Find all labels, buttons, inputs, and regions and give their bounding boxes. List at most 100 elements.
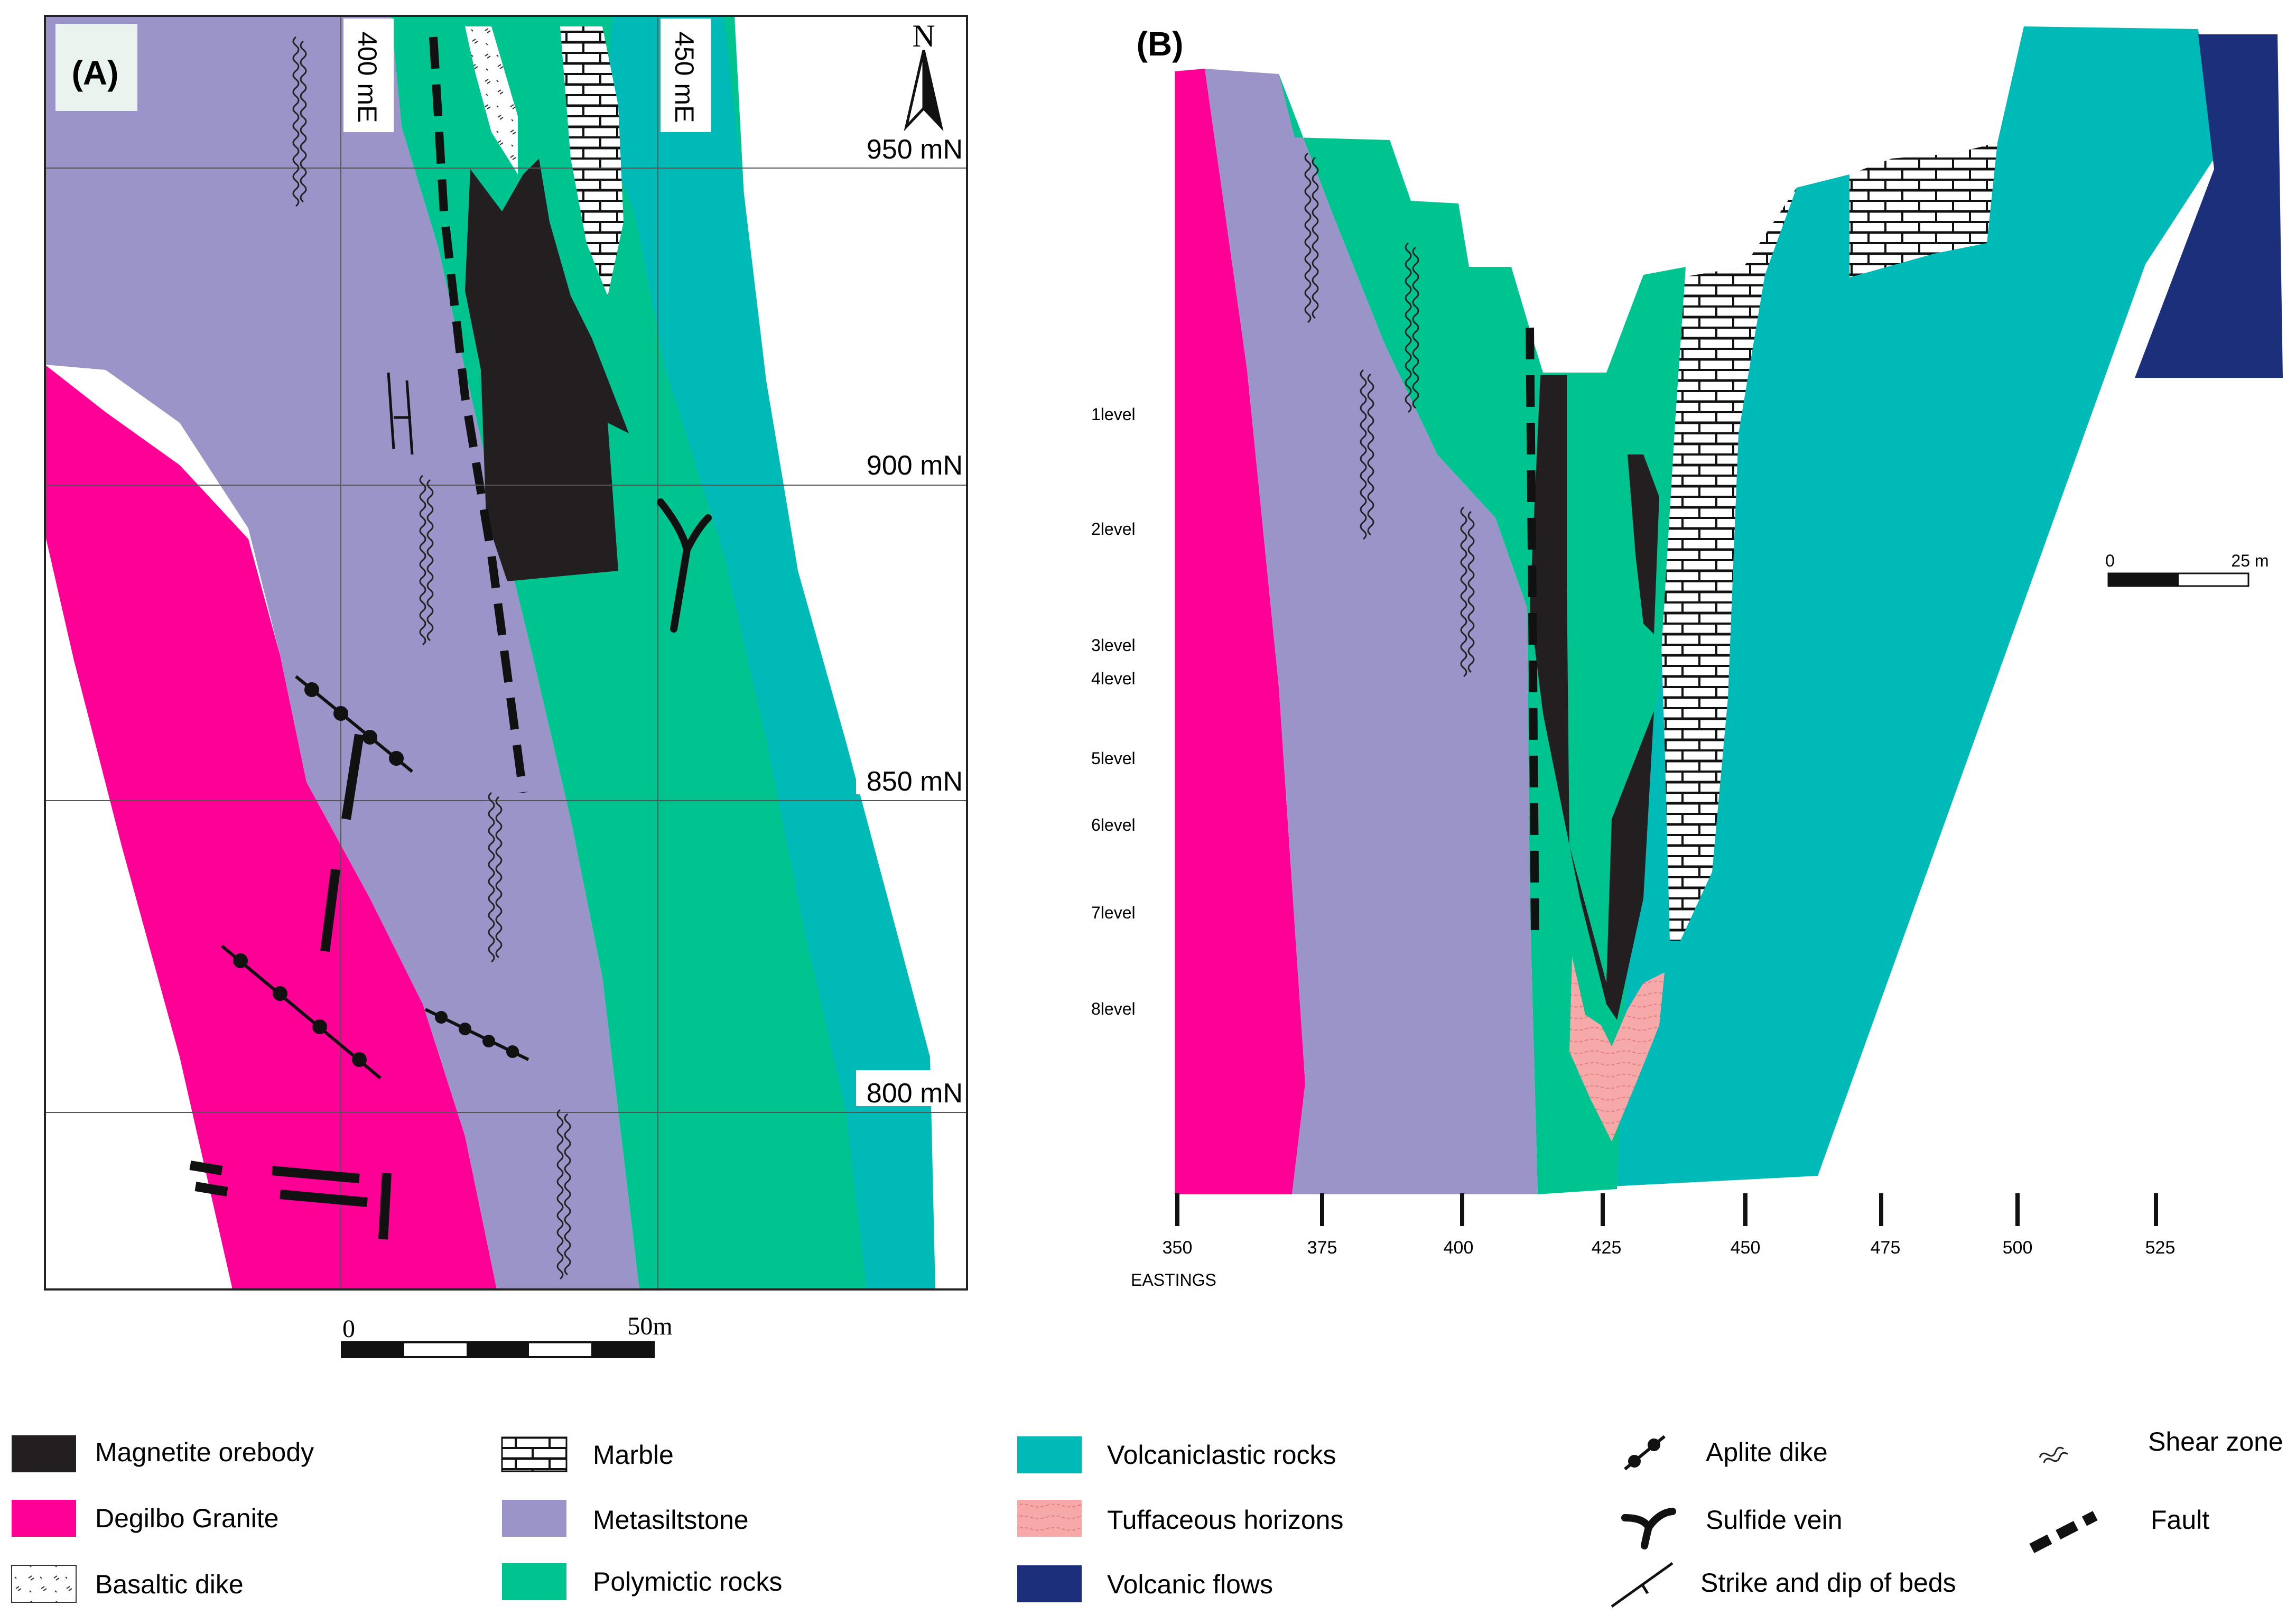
easting-label-450: 450 mE [670,32,699,123]
level-label-7: 7level [1091,903,1136,922]
panel-b-label: (B) [1137,25,1184,63]
north-arrow-icon: N [904,18,944,132]
legend-label: Sulfide vein [1706,1505,1843,1535]
north-label: N [912,18,935,53]
level-label-5: 5level [1091,749,1136,768]
easting-axis [1175,1193,2158,1226]
northing-label-850: 850 mN [867,766,963,797]
map-a-marble [560,26,624,296]
map-a-basaltic-dike [465,26,518,174]
legend-label: Polymictic rocks [593,1567,782,1597]
aplite-dike-icon [1624,1435,1666,1471]
legend-item-magnetite: Magnetite orebody [12,1435,314,1472]
legend-item-metasiltstone: Metasiltstone [502,1500,749,1537]
map-a-frame [44,15,968,1291]
legend-item-volcaniclastic: Volcaniclastic rocks [1017,1436,1336,1473]
level-label-2: 2level [1091,519,1136,539]
level-label-1: 1level [1091,405,1136,424]
legend-label: Volcaniclastic rocks [1107,1440,1336,1470]
northing-label-800: 800 mN [867,1078,963,1109]
legend-label: Aplite dike [1706,1437,1828,1467]
level-label-8: 8level [1091,999,1136,1018]
scale-b-start: 0 [2105,551,2115,570]
panel-a-map: (A) 400 mE 450 mE 950 mN 900 mN 850 mN 8… [44,15,968,1358]
legend-item-strike: Strike and dip of beds [1611,1562,1956,1608]
level-label-6: 6level [1091,815,1136,834]
panel-b-cross-section: (B) 1level 2level 3level 4level 5 [1091,25,2283,1289]
easting-tick-350: 350 [1163,1238,1193,1258]
easting-tick-labels: 350 375 400 425 450 475 500 525 [1163,1238,2176,1258]
level-label-4: 4level [1091,669,1136,688]
legend-label: Degilbo Granite [95,1503,278,1533]
legend: Magnetite orebody Degilbo Granite Basalt… [11,1427,2283,1608]
legend-label: Shear zone [2148,1427,2283,1456]
section-magnetite [1628,454,1659,634]
scale-a-start: 0 [342,1315,355,1343]
section-tuffaceous [1569,957,1665,1141]
easting-tick-500: 500 [2003,1238,2033,1258]
map-a-label-bg [55,24,137,111]
legend-label: Tuffaceous horizons [1107,1505,1344,1535]
legend-item-tuffaceous: Tuffaceous horizons [1017,1500,1344,1537]
section-scale-bar: 0 25 m [2105,551,2269,587]
eastings-title: EASTINGS [1131,1270,1216,1289]
map-a-metasiltstone [45,16,639,1289]
easting-tick-425: 425 [1592,1238,1622,1258]
legend-item-marble: Marble [501,1436,674,1472]
level-labels: 1level 2level 3level 4level 5level 6leve… [1091,405,1136,1018]
section-marble [1643,188,1797,941]
panel-a-label: (A) [72,54,119,92]
map-a-dike-bars [189,734,392,1240]
legend-item-shear: Shear zone [2038,1427,2283,1467]
section-metasiltstone [1205,69,1538,1194]
legend-label: Strike and dip of beds [1700,1568,1956,1598]
shear-zone-icon [2038,1445,2070,1467]
map-a-scale-bar: 0 50m [341,1312,673,1358]
section-granite [1175,69,1305,1194]
easting-label-bg [661,18,711,132]
legend-item-polymictic: Polymictic rocks [502,1563,782,1600]
easting-tick-475: 475 [1871,1238,1901,1258]
legend-label: Fault [2151,1505,2209,1535]
legend-item-aplite: Aplite dike [1624,1435,1828,1471]
level-label-3: 3level [1091,636,1136,655]
fault-icon [2029,1511,2098,1553]
scale-b-end: 25 m [2231,551,2269,570]
map-a-granite [45,365,497,1289]
legend-label: Volcanic flows [1107,1570,1273,1599]
easting-tick-450: 450 [1731,1238,1761,1258]
strike-dip-icon [1611,1562,1674,1608]
easting-tick-525: 525 [2145,1238,2176,1258]
legend-label: Metasiltstone [593,1505,749,1535]
northing-label-950: 950 mN [867,134,963,165]
easting-label-bg [343,18,394,132]
legend-item-granite: Degilbo Granite [12,1500,278,1537]
section-fault [1526,327,1539,936]
easting-tick-375: 375 [1307,1238,1337,1258]
legend-label: Magnetite orebody [95,1437,314,1467]
map-a-grid [45,16,967,1289]
section-volcaniclastic [1612,26,2214,1186]
legend-item-fault: Fault [2029,1505,2209,1553]
northing-labels: 950 mN 900 mN 850 mN 800 mN [856,127,964,1109]
section-marble [1849,143,1997,277]
section-volcanic-flows [2135,34,2283,378]
sulfide-vein-icon [1621,1508,1676,1549]
legend-item-basaltic: Basaltic dike [11,1565,244,1603]
legend-label: Basaltic dike [95,1570,244,1599]
legend-item-volcanic-flows: Volcanic flows [1017,1565,1273,1602]
map-a-volcaniclastic [602,16,935,1289]
legend-item-sulfide: Sulfide vein [1621,1505,1843,1549]
section-magnetite [1530,375,1654,1020]
map-a-fault [429,36,527,794]
map-a-magnetite [465,159,629,581]
map-a-aplite-dikes [221,675,529,1080]
legend-label: Marble [593,1440,674,1470]
map-a-sulfide-vein [657,498,712,633]
scale-a-end: 50m [627,1312,672,1340]
easting-label-400: 400 mE [352,32,382,123]
easting-tick-400: 400 [1444,1238,1474,1258]
northing-label-900: 900 mN [867,450,963,481]
map-a-strike-dip [387,372,414,455]
